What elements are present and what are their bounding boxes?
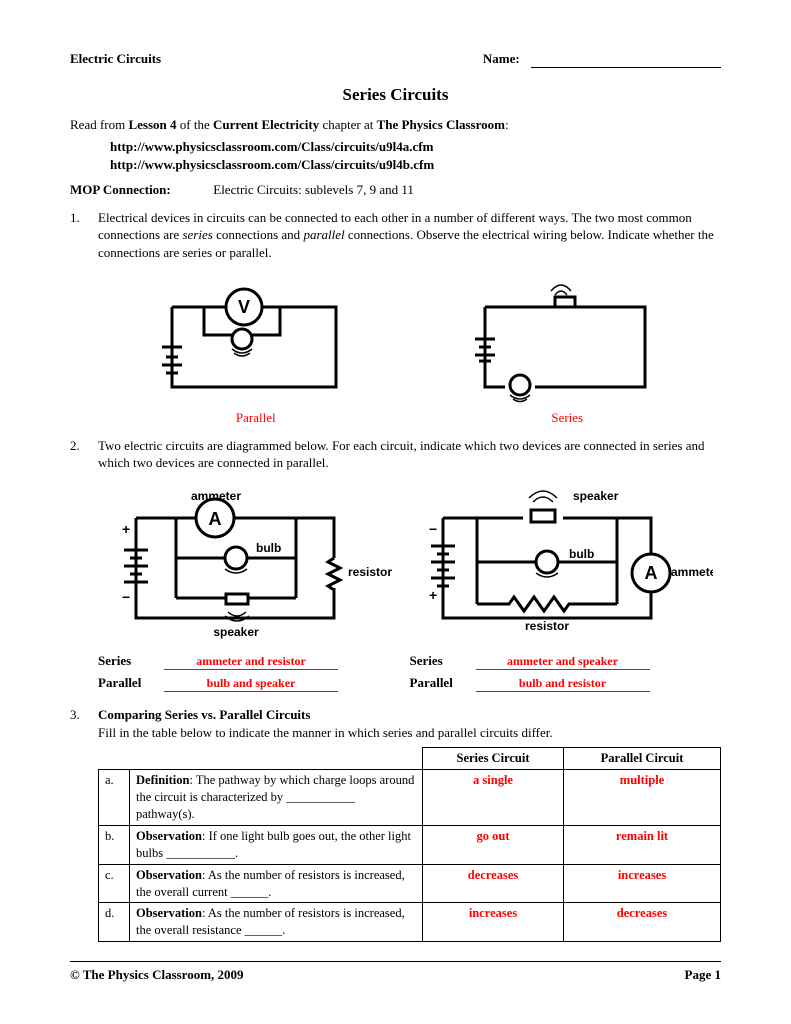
table-row: c.Observation: As the number of resistor… [99,864,721,903]
q1-em1: series [182,227,212,242]
q1-text-b: connections and [213,227,304,242]
comp-header-row: Series Circuit Parallel Circuit [99,748,721,770]
name-blank[interactable] [531,67,721,68]
q1-em2: parallel [303,227,344,242]
worksheet-page: Electric Circuits Name: Series Circuits … [0,0,791,1024]
table-row: d.Observation: As the number of resistor… [99,903,721,942]
q2r-ammeter-label: ammeter [671,565,713,579]
intro-site: The Physics Classroom [377,117,505,132]
row-series-answer[interactable]: a single [423,770,564,826]
intro-lesson: Lesson 4 [128,117,176,132]
question-2: 2. Two electric circuits are diagrammed … [70,437,721,472]
subject-label: Electric Circuits [70,50,161,68]
q2l-resistor-label: resistor [348,565,392,579]
question-3: 3. Comparing Series vs. Parallel Circuit… [70,706,721,741]
row-parallel-answer[interactable]: increases [564,864,721,903]
q2r-series-label: Series [410,652,476,670]
intro-mid: of the [177,117,213,132]
row-letter: b. [99,825,130,864]
intro-chapter: Current Electricity [213,117,319,132]
q1-cap-right: Series [551,409,583,427]
q3-heading: Comparing Series vs. Parallel Circuits [98,707,310,722]
q2r-bulb-label: bulb [569,547,594,561]
svg-text:−: − [429,521,437,537]
page-header: Electric Circuits Name: [70,50,721,68]
q2l-ammeter-label: ammeter [191,489,241,503]
q1-captions: Parallel Series [98,409,721,427]
q3-body: Comparing Series vs. Parallel Circuits F… [98,706,721,741]
row-parallel-answer[interactable]: remain lit [564,825,721,864]
q2l-bulb-label: bulb [256,541,281,555]
svg-text:+: + [122,521,130,537]
q2l-series-label: Series [98,652,164,670]
page-title: Series Circuits [70,84,721,107]
row-series-answer[interactable]: increases [423,903,564,942]
q2-left-answers: Series ammeter and resistor Parallel bul… [98,652,410,696]
comparison-table: Series Circuit Parallel Circuit a.Defini… [98,747,721,942]
footer-right: Page 1 [685,966,721,984]
q1-series-circuit-icon [455,267,675,407]
q2-right-circuit-icon: A speaker ammeter bulb resistor − + [413,478,713,648]
row-letter: d. [99,903,130,942]
q3-number: 3. [70,706,98,741]
q2-diagrams: A ammeter resistor bulb speaker + − [98,478,721,648]
row-series-answer[interactable]: decreases [423,864,564,903]
intro-end: : [505,117,509,132]
q2r-speaker-label: speaker [573,489,619,503]
question-1: 1. Electrical devices in circuits can be… [70,209,721,262]
row-letter: a. [99,770,130,826]
row-parallel-answer[interactable]: decreases [564,903,721,942]
q1-cap-left: Parallel [236,409,276,427]
q3-table-wrap: Series Circuit Parallel Circuit a.Defini… [98,747,721,942]
q2l-parallel-label: Parallel [98,674,164,692]
row-letter: c. [99,864,130,903]
q2-right-answers: Series ammeter and speaker Parallel bulb… [410,652,722,696]
row-series-answer[interactable]: go out [423,825,564,864]
row-desc: Observation: As the number of resistors … [130,903,423,942]
row-desc: Observation: As the number of resistors … [130,864,423,903]
q2-body: Two electric circuits are diagrammed bel… [98,437,721,472]
row-desc: Definition: The pathway by which charge … [130,770,423,826]
q1-diagrams: V [98,267,721,407]
q2-left-circuit-icon: A ammeter resistor bulb speaker + − [106,478,396,648]
page-footer: © The Physics Classroom, 2009 Page 1 [70,961,721,984]
q1-body: Electrical devices in circuits can be co… [98,209,721,262]
q2-answers: Series ammeter and resistor Parallel bul… [98,652,721,696]
q2r-resistor-label: resistor [525,619,569,633]
intro-prefix: Read from [70,117,128,132]
intro-line: Read from Lesson 4 of the Current Electr… [70,116,721,134]
q3-text: Fill in the table below to indicate the … [98,725,553,740]
intro-suffix: chapter at [319,117,376,132]
resource-links: http://www.physicsclassroom.com/Class/ci… [110,138,721,173]
q1-number: 1. [70,209,98,262]
name-label: Name: [483,51,520,66]
q1-parallel-circuit-icon: V [144,267,364,407]
q2r-parallel-answer[interactable]: bulb and resistor [476,675,650,692]
q2l-series-answer[interactable]: ammeter and resistor [164,653,338,670]
footer-left: © The Physics Classroom, 2009 [70,966,244,984]
row-parallel-answer[interactable]: multiple [564,770,721,826]
q2l-speaker-label: speaker [214,625,260,639]
link-a: http://www.physicsclassroom.com/Class/ci… [110,138,721,156]
table-row: b.Observation: If one light bulb goes ou… [99,825,721,864]
mop-label: MOP Connection: [70,181,210,199]
svg-text:V: V [238,297,250,317]
q2r-series-answer[interactable]: ammeter and speaker [476,653,650,670]
svg-text:+: + [429,587,437,603]
table-row: a.Definition: The pathway by which charg… [99,770,721,826]
svg-text:A: A [209,509,222,529]
th-series: Series Circuit [423,748,564,770]
link-b: http://www.physicsclassroom.com/Class/ci… [110,156,721,174]
q2-number: 2. [70,437,98,472]
name-field-wrap: Name: [483,50,721,68]
mop-value: Electric Circuits: sublevels 7, 9 and 11 [213,182,414,197]
th-parallel: Parallel Circuit [564,748,721,770]
svg-text:−: − [122,589,130,605]
q2l-parallel-answer[interactable]: bulb and speaker [164,675,338,692]
mop-row: MOP Connection: Electric Circuits: suble… [70,181,721,199]
row-desc: Observation: If one light bulb goes out,… [130,825,423,864]
svg-text:A: A [644,563,657,583]
q2r-parallel-label: Parallel [410,674,476,692]
